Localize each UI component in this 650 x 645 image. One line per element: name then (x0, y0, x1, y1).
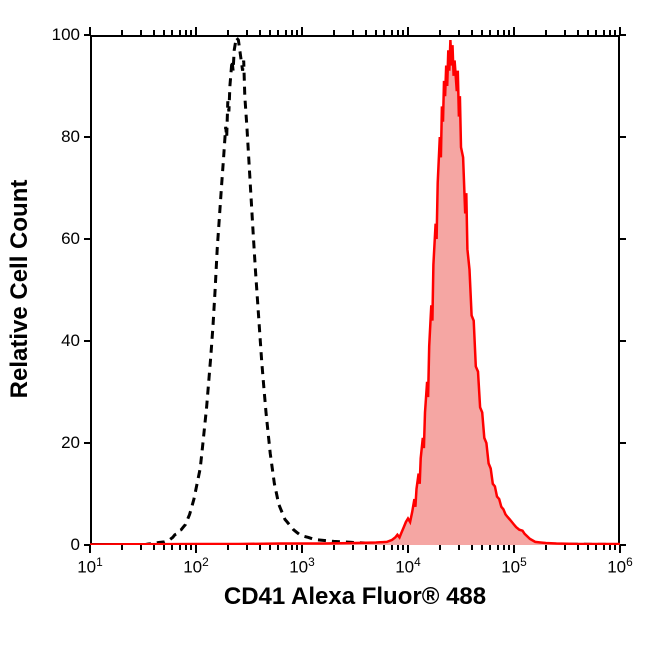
series-control-line (143, 38, 620, 545)
y-tick-label: 20 (40, 433, 80, 453)
y-tick-label: 0 (40, 535, 80, 555)
series-stained-line (90, 40, 620, 544)
series-stained-fill (90, 40, 620, 545)
y-tick-label: 60 (40, 229, 80, 249)
x-tick-label: 105 (494, 555, 534, 578)
x-tick-label: 103 (282, 555, 322, 578)
y-tick-label: 80 (40, 127, 80, 147)
y-tick-label: 100 (40, 25, 80, 45)
x-tick-label: 102 (176, 555, 216, 578)
x-tick-label: 101 (70, 555, 110, 578)
chart-svg (0, 0, 650, 645)
flow-cytometry-histogram: Relative Cell Count CD41 Alexa Fluor® 48… (0, 0, 650, 645)
x-tick-label: 106 (600, 555, 640, 578)
y-tick-label: 40 (40, 331, 80, 351)
x-tick-label: 104 (388, 555, 428, 578)
